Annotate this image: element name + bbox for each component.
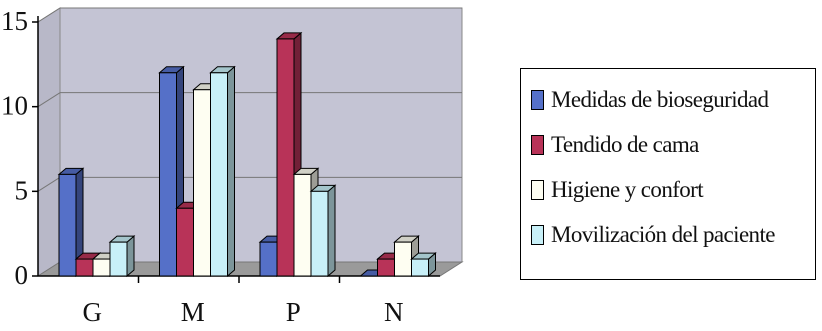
bar — [209, 65, 236, 278]
gridline — [37, 92, 462, 108]
bar — [410, 251, 437, 278]
legend-item: Movilización del paciente — [531, 220, 775, 250]
chart-legend: Medidas de bioseguridad Tendido de cama Hi… — [520, 68, 816, 280]
gridline — [37, 176, 462, 192]
y-axis-tick-labels: 0 5 10 15 — [1, 6, 28, 290]
chart-gridlines — [37, 7, 462, 192]
legend-swatch — [531, 225, 544, 245]
y-tick-label: 5 — [15, 175, 29, 205]
legend-item: Medidas de bioseguridad — [531, 85, 769, 115]
bar — [108, 235, 136, 278]
y-tick-label: 0 — [15, 260, 29, 290]
x-tick-label: M — [181, 297, 205, 327]
x-tick-label: P — [286, 297, 301, 327]
y-tick-label: 10 — [1, 91, 28, 121]
bar — [57, 167, 85, 278]
legend-label: Medidas de bioseguridad — [551, 87, 769, 112]
chart-side-wall — [37, 7, 61, 277]
x-tick-label: N — [384, 297, 404, 327]
chart-back-wall — [59, 7, 463, 263]
legend-label: Higiene y confort — [551, 177, 704, 202]
y-tick-label: 15 — [1, 6, 28, 36]
legend-item: Higiene y confort — [531, 175, 704, 205]
chart-bars — [57, 31, 437, 278]
legend-label: Tendido de cama — [551, 132, 699, 157]
x-tick-label: G — [83, 297, 103, 327]
legend-swatch — [531, 135, 544, 155]
legend-item: Tendido de cama — [531, 130, 699, 160]
chart-walls — [36, 7, 464, 277]
bar — [309, 184, 337, 278]
gridline — [37, 7, 462, 23]
legend-swatch — [531, 90, 544, 110]
legend-swatch — [531, 180, 544, 200]
legend-label: Movilización del paciente — [551, 222, 775, 247]
